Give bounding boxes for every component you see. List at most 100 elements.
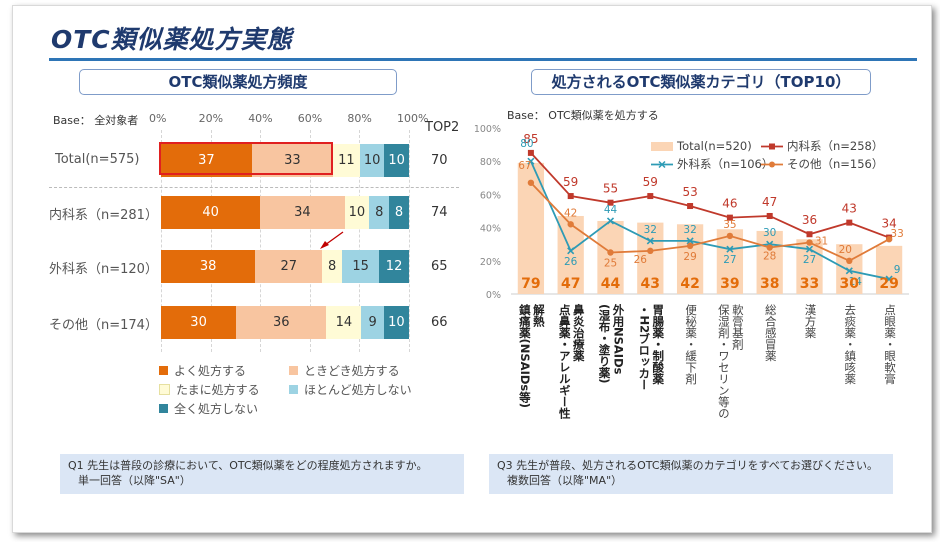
left-axis-tick: 20% (198, 112, 224, 125)
bar-segment: 30 (161, 306, 237, 339)
legend-label: 全く処方しない (174, 402, 259, 416)
legend-swatch (159, 384, 170, 395)
series-data-label: 46 (722, 197, 737, 211)
total-bar-label: 44 (601, 276, 621, 292)
y-tick-label: 80% (480, 157, 501, 168)
left-axis-tick: 0% (149, 112, 167, 125)
category-label: (湿布・塗り薬) (597, 304, 612, 384)
series-data-label: 14 (849, 276, 863, 288)
left-gridline (309, 130, 311, 352)
series-data-label: 36 (802, 213, 817, 227)
top2-value: 74 (431, 205, 448, 220)
series-marker (647, 193, 654, 200)
left-gridline (210, 130, 212, 352)
stacked-bar: 37 33 11 10 10 (161, 144, 409, 177)
series-marker (806, 231, 813, 238)
bar-segment: 10 (383, 306, 409, 339)
series-data-label: 27 (723, 254, 736, 266)
legend-label: ほとんど処方しない (304, 383, 412, 397)
total-bar-label: 38 (760, 276, 779, 292)
category-label: 漢方薬 (803, 304, 818, 339)
category-label: 鎮痛薬(NSAIDs等) (517, 304, 532, 408)
series-marker (726, 214, 733, 221)
bar-segment: 40 (161, 196, 261, 229)
legend-swatch (159, 366, 168, 375)
series-data-label: 9 (894, 264, 901, 276)
legend-swatch (159, 404, 168, 413)
right-note-line2: 複数回答（以降"MA"） (507, 474, 623, 487)
series-marker (607, 249, 614, 256)
right-base-label: Base： OTC類似薬を処方する (507, 109, 659, 122)
right-panel-header: 処方されるOTC類似薬カテゴリ（TOP10） (531, 69, 871, 95)
bar-segment: 10 (359, 144, 385, 177)
legend-marker (658, 160, 666, 169)
left-base-label: Base： 全対象者 (53, 114, 139, 127)
legend-label: たまに処方する (176, 383, 260, 397)
bar-segment: 37 (161, 144, 252, 177)
total-bar (637, 222, 664, 294)
category-label: 外用NSAIDs (611, 304, 626, 375)
y-tick-label: 0% (486, 290, 501, 301)
bar-segment: 8 (369, 196, 390, 229)
total-bar (836, 244, 863, 294)
series-marker (646, 237, 654, 245)
total-bar (756, 230, 783, 294)
bar-segment: 9 (361, 306, 384, 339)
total-bar-label: 29 (879, 276, 898, 292)
combo-chart: 100% 80% 60% 40% 20% 0% 85 59 55 59 53 46 47 36 43 34 80… (474, 124, 909, 301)
bar-segment: 38 (161, 250, 256, 283)
series-data-label: 80 (520, 138, 533, 150)
right-question-note: Q3 先生が普段、処方されるOTC類似薬のカテゴリをすべてお選びください。 複数… (489, 454, 893, 494)
bar-segment: 15 (342, 250, 380, 283)
bar-segment: 36 (236, 306, 327, 339)
series-data-label: 20 (839, 244, 852, 256)
series-data-label: 30 (763, 227, 776, 239)
series-marker (686, 242, 694, 250)
series-data-label: 44 (604, 204, 618, 216)
category-label: ・H2ブロッカー (637, 304, 652, 391)
series-marker (687, 203, 694, 210)
left-note-line2: 単一回答（以降"SA"） (78, 474, 191, 487)
series-marker (647, 247, 654, 255)
bar-segment: 8 (389, 196, 409, 229)
top2-value: 65 (431, 259, 448, 274)
total-bar-label: 30 (840, 276, 860, 292)
bar-segment: 34 (260, 196, 345, 229)
top2-value: 70 (431, 153, 448, 168)
category-label: 解熱 (531, 304, 546, 327)
total-bar (597, 220, 624, 294)
series-marker (885, 275, 893, 283)
left-question-note: Q1 先生は普段の診療において、OTC類似薬をどの程度処方されますか。 単一回答… (60, 454, 464, 494)
category-label: 胃腸薬・制酸薬 (651, 304, 666, 385)
series-marker (806, 239, 813, 246)
category-label: 鼻炎治療薬 (571, 304, 586, 362)
series-data-label: 43 (842, 202, 857, 216)
series-line (530, 182, 890, 262)
stacked-bar: 40 34 10 8 8 (161, 196, 409, 229)
legend-label: その他（n=156） (787, 157, 883, 171)
series-data-label: 34 (881, 217, 896, 231)
y-tick-label: 20% (480, 257, 501, 268)
total-bar-label: 79 (521, 276, 540, 292)
y-tick-label: 40% (480, 224, 501, 235)
series-marker (567, 221, 574, 228)
category-label: 保湿剤・ワセリン等の (716, 304, 731, 419)
series-marker (527, 157, 535, 165)
series-data-label: 25 (604, 258, 617, 270)
series-marker (845, 267, 853, 275)
series-data-label: 32 (683, 224, 696, 236)
series-data-label: 26 (634, 254, 648, 266)
legend-swatch (289, 366, 298, 375)
row-label: Total(n=575) (55, 152, 140, 167)
series-marker (885, 236, 893, 243)
series-marker (726, 245, 734, 253)
left-legend-item: たまに処方する (159, 381, 260, 398)
series-marker (766, 244, 773, 251)
category-label: 便秘薬・緩下剤 (684, 304, 699, 385)
left-legend-item: よく処方する (159, 362, 246, 379)
title-rule (49, 58, 917, 61)
total-bar-label: 33 (800, 276, 819, 292)
series-data-label: 31 (815, 236, 828, 248)
left-axis-tick: 100% (397, 112, 429, 125)
series-data-label: 59 (643, 175, 658, 189)
